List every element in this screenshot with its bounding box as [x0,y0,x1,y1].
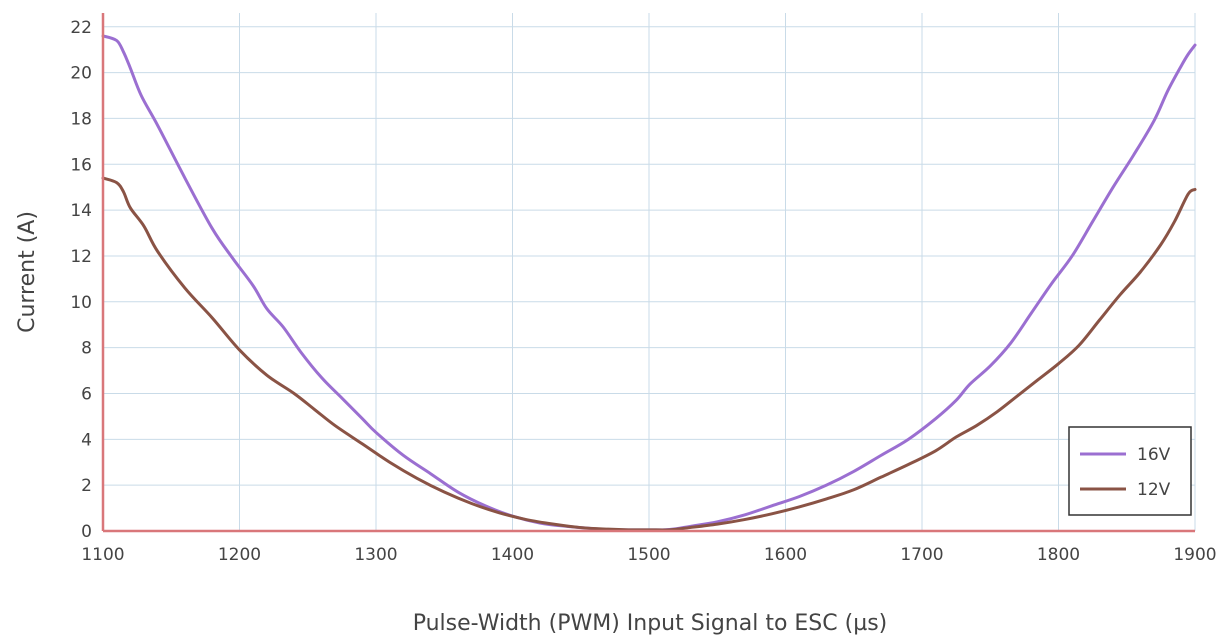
y-tick-label: 4 [81,430,92,450]
y-tick-label: 0 [81,522,92,542]
x-tick-label: 1100 [81,545,124,565]
axes [101,13,1195,533]
y-axis-title: Current (A) [15,211,40,333]
x-tick-label: 1900 [1173,545,1216,565]
legend-box [1068,426,1192,516]
y-tick-label: 22 [70,18,92,38]
y-tick-label: 14 [70,201,92,221]
y-tick-label: 10 [70,293,92,313]
x-tick-label: 1400 [491,545,534,565]
y-tick-label: 18 [70,109,92,129]
y-tick-label: 6 [81,384,92,404]
y-tick-label: 12 [70,247,92,267]
x-tick-label: 1700 [900,545,943,565]
legend-label-16v: 16V [1137,445,1171,465]
x-tick-label: 1600 [764,545,807,565]
x-tick-label: 1500 [627,545,670,565]
legend: 16V 12V [1068,426,1192,516]
legend-label-12v: 12V [1137,480,1171,500]
y-tick-label: 20 [70,64,92,84]
y-tick-label: 8 [81,339,92,359]
tick-labels: 1100 1200 1300 1400 1500 1600 1700 1800 1900 0 2 4 6… [70,18,1216,565]
y-tick-label: 2 [81,476,92,496]
y-tick-label: 16 [70,155,92,175]
x-tick-label: 1800 [1037,545,1080,565]
grid-lines [102,13,1196,532]
x-tick-label: 1200 [218,545,261,565]
x-tick-label: 1300 [354,545,397,565]
x-axis-title: Pulse-Width (PWM) Input Signal to ESC (µ… [413,611,888,636]
